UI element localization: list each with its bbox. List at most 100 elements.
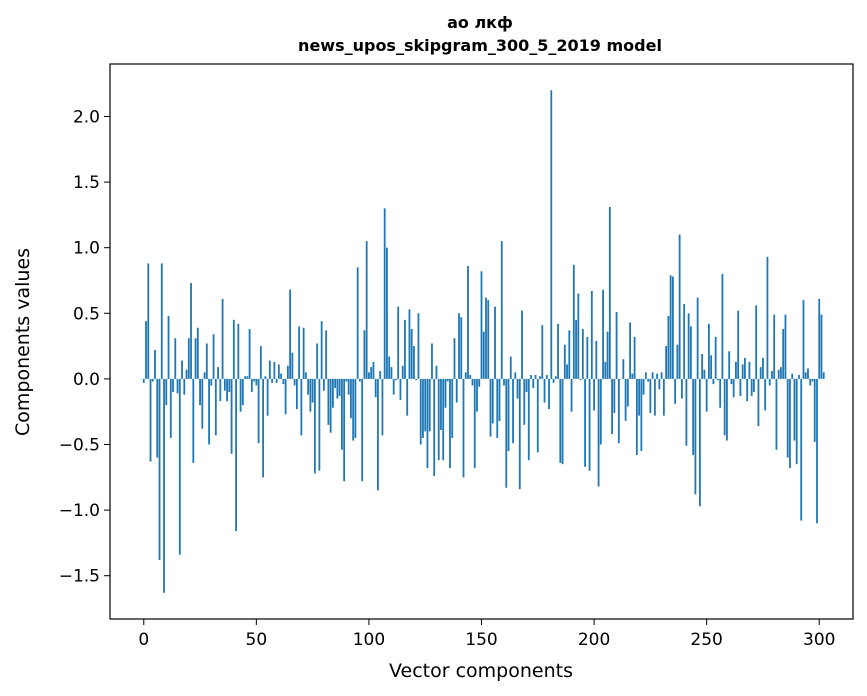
bar-20: [187, 338, 190, 379]
bar-112: [395, 378, 397, 381]
bar-203: [599, 378, 602, 445]
bar-262: [732, 378, 735, 398]
bar-95: [356, 267, 359, 379]
bar-89: [343, 378, 346, 482]
bar-69: [298, 326, 301, 379]
bar-44: [241, 378, 244, 406]
bar-274: [759, 367, 762, 379]
bar-29: [208, 378, 210, 445]
bar-276: [764, 378, 767, 411]
bar-227: [653, 378, 656, 416]
bar-140: [458, 313, 460, 379]
bar-165: [514, 372, 517, 379]
bar-94: [354, 378, 357, 438]
bar-76: [313, 378, 316, 474]
bar-216: [629, 322, 631, 379]
x-tick-label: 50: [246, 630, 268, 650]
bar-118: [408, 309, 411, 379]
bar-266: [741, 364, 744, 379]
bar-296: [809, 378, 812, 386]
bar-45: [244, 376, 246, 379]
bar-155: [491, 378, 494, 424]
bar-272: [755, 305, 758, 379]
bar-125: [424, 378, 427, 432]
bar-240: [683, 304, 686, 379]
bar-26: [201, 378, 204, 429]
bar-135: [446, 378, 449, 382]
bar-120: [413, 346, 415, 379]
bar-4: [151, 378, 154, 382]
y-tick-label: −0.5: [59, 435, 100, 455]
bar-226: [651, 372, 654, 379]
x-tick-label: 250: [690, 630, 722, 650]
bar-281: [775, 378, 778, 450]
plot-frame: [109, 63, 854, 620]
bar-1: [145, 321, 147, 379]
chart-title-line1: ао лкф: [447, 13, 513, 32]
bar-35: [221, 298, 224, 379]
bar-53: [262, 378, 264, 478]
bar-241: [685, 378, 688, 446]
bar-57: [271, 378, 274, 383]
bar-214: [624, 378, 627, 421]
bar-246: [696, 297, 699, 379]
bar-159: [500, 241, 503, 379]
bar-142: [462, 378, 465, 478]
bar-220: [638, 378, 641, 416]
bar-180: [548, 378, 550, 410]
bar-22: [192, 378, 195, 463]
bar-16: [178, 378, 181, 555]
bar-117: [406, 378, 409, 416]
bar-295: [807, 368, 809, 379]
bar-211: [617, 378, 620, 444]
bar-12: [169, 378, 172, 438]
x-tick-label: 150: [465, 630, 497, 650]
bar-77: [316, 343, 319, 379]
bar-189: [568, 330, 571, 379]
bar-115: [401, 365, 404, 379]
bar-273: [757, 378, 760, 427]
bar-162: [507, 378, 510, 452]
bar-102: [372, 361, 375, 379]
bar-184: [557, 323, 559, 379]
bar-298: [813, 378, 816, 442]
bar-49: [253, 378, 255, 382]
bar-83: [329, 378, 332, 433]
bar-54: [264, 376, 267, 379]
bar-73: [307, 378, 310, 395]
bar-156: [494, 306, 496, 379]
bar-137: [451, 378, 454, 438]
y-tick-label: −1.0: [59, 501, 100, 521]
bar-279: [771, 371, 773, 379]
bar-288: [791, 373, 794, 379]
bar-152: [485, 297, 487, 379]
bar-52: [259, 346, 262, 379]
bar-300: [818, 298, 821, 379]
bar-131: [437, 378, 440, 461]
bar-228: [656, 373, 659, 379]
bar-219: [635, 378, 638, 455]
bar-252: [710, 355, 713, 379]
bar-103: [374, 378, 377, 398]
bar-172: [530, 374, 532, 379]
bar-65: [289, 289, 292, 379]
bar-195: [581, 329, 584, 379]
bar-132: [440, 378, 442, 431]
bar-200: [593, 378, 595, 411]
bar-136: [449, 378, 451, 469]
bar-126: [426, 378, 429, 469]
bar-157: [496, 378, 499, 438]
bar-116: [404, 319, 406, 379]
bar-190: [570, 378, 573, 412]
bar-0: [142, 378, 145, 383]
bar-96: [359, 378, 361, 382]
bar-66: [291, 352, 294, 379]
bar-202: [597, 378, 600, 487]
bar-61: [280, 373, 283, 379]
bar-48: [250, 378, 253, 393]
bar-97: [361, 378, 364, 482]
bar-277: [766, 256, 769, 379]
bar-167: [518, 378, 521, 490]
bar-14: [174, 338, 177, 379]
bar-40: [232, 319, 235, 379]
